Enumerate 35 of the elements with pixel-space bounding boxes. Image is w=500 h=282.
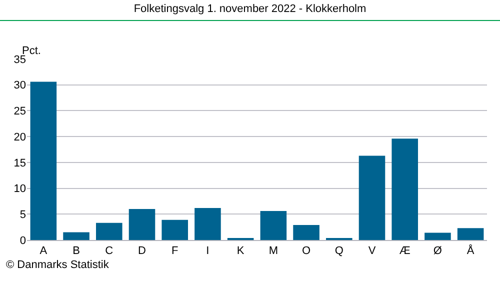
bar: [260, 211, 287, 240]
x-tick-label: B: [72, 245, 80, 258]
bar: [128, 208, 156, 240]
x-tick-label: C: [105, 245, 114, 258]
text: © Danmarks Statistik: [6, 259, 110, 271]
x-tick-label: Ø: [433, 245, 442, 258]
y-tick-label: 20: [14, 131, 26, 144]
chart-title: Folketingsvalg 1. november 2022 - Klokkerholm: [134, 2, 366, 15]
bar: [63, 232, 90, 240]
x-tick-label: F: [171, 245, 178, 258]
x-tick-label: A: [40, 245, 48, 258]
bar: [293, 225, 320, 240]
y-tick-label: 5: [20, 208, 26, 221]
x-tick-label: Q: [334, 245, 344, 258]
x-tick-label: O: [302, 245, 312, 258]
bar: [424, 232, 451, 240]
bar: [162, 220, 188, 240]
x-tick-label: Æ: [399, 245, 410, 258]
bar: [30, 82, 57, 240]
x-tick-label: Å: [466, 244, 475, 258]
y-tick-label: 30: [14, 80, 26, 92]
y-tick-label: 15: [14, 157, 26, 170]
x-tick-label: I: [206, 245, 210, 258]
bar: [194, 208, 221, 240]
bar: [96, 222, 122, 240]
x-tick-label: K: [236, 245, 245, 258]
bar: [392, 138, 418, 240]
y-tick-label: 0: [20, 234, 26, 247]
bar: [358, 156, 386, 240]
y-tick-label: 25: [14, 106, 26, 118]
y-tick-label: 10: [14, 183, 26, 196]
x-tick-label: D: [138, 245, 146, 258]
x-tick-label: V: [368, 245, 376, 258]
x-tick-label: M: [268, 245, 278, 258]
bar: [457, 228, 484, 240]
